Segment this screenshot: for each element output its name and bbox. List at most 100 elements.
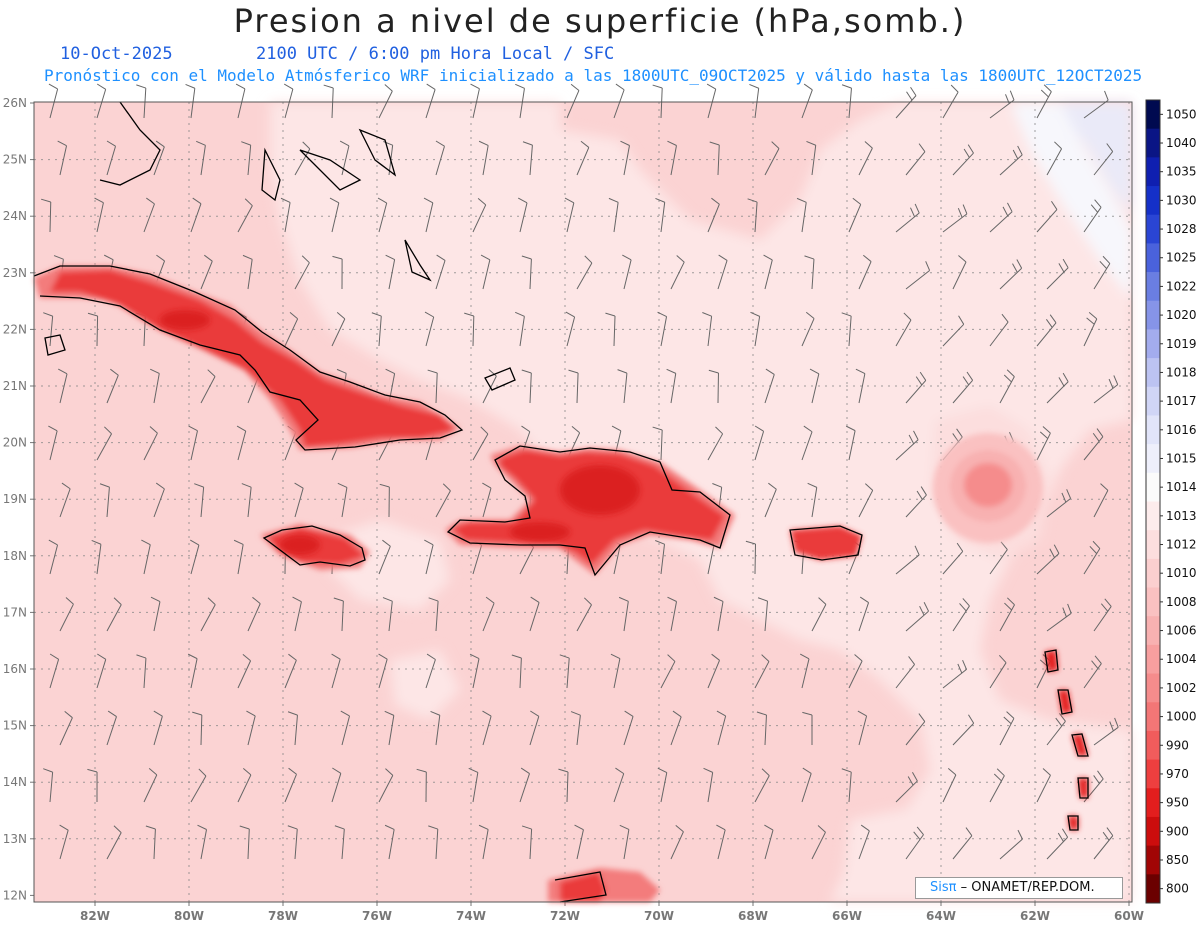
wind-barb [472, 204, 487, 233]
wind-barb-flag [336, 368, 347, 374]
wind-barb [707, 88, 717, 119]
wind-barb-flag [754, 425, 764, 432]
lon-label: 76W [362, 909, 392, 923]
wind-barb [519, 547, 535, 575]
colorbar-label: 1017 [1166, 394, 1197, 408]
wind-barb [247, 829, 250, 860]
wind-barb [341, 829, 345, 860]
wind-barb-flag [1094, 199, 1102, 208]
wind-barb-flag [292, 596, 302, 603]
wind-barb-flag [608, 197, 619, 203]
wind-barb [623, 829, 630, 860]
colorbar-label: 900 [1166, 824, 1189, 838]
wind-barb-flag [156, 254, 165, 262]
wind-barb-flag [1109, 721, 1114, 732]
wind-barb-flag [1058, 263, 1065, 273]
wind-barb-flag [424, 539, 434, 546]
colorbar-label: 990 [1166, 738, 1189, 752]
wind-barb-flag [190, 539, 200, 546]
colorbar-swatch [1146, 788, 1160, 818]
wind-barb [623, 601, 629, 632]
lon-label: 66W [832, 909, 862, 923]
wind-barb-flag [617, 369, 628, 374]
colorbar-swatch [1146, 472, 1160, 502]
colorbar-label: 1022 [1166, 279, 1197, 293]
wind-barb-flag [1092, 432, 1100, 442]
wind-barb [905, 494, 927, 518]
wind-barb-flag [1108, 378, 1114, 389]
wind-barb-flag [852, 197, 862, 205]
wind-barb-flag [914, 203, 920, 214]
wind-barb [764, 374, 775, 404]
wind-barb-flag [1045, 319, 1053, 328]
wind-barb-flag [65, 597, 74, 605]
wind-barb-flag [968, 714, 975, 724]
wind-barb-flag [1042, 426, 1051, 434]
wind-barb [660, 661, 676, 689]
lat-label: 20N [3, 436, 27, 450]
colorbar-label: 1025 [1166, 251, 1197, 265]
wind-barb-flag [657, 311, 667, 317]
wind-barb-flag [198, 768, 207, 777]
wind-barb [623, 259, 632, 290]
wind-barb [294, 148, 311, 176]
colorbar-label: 1050 [1166, 107, 1197, 121]
lat-label: 12N [3, 888, 27, 902]
wind-barb [200, 487, 205, 518]
wind-barb [999, 604, 1015, 632]
wind-barb [106, 375, 119, 404]
wind-barb [49, 772, 54, 803]
wind-barb-flag [667, 654, 676, 662]
wind-barb [764, 601, 768, 632]
wind-barb-flag [204, 254, 213, 262]
wind-barb-flag [908, 656, 915, 665]
lon-label: 70W [644, 909, 674, 923]
wind-barb [59, 488, 71, 518]
wind-barb-flag [332, 767, 342, 774]
wind-barb [294, 715, 298, 746]
wind-barb-flag [619, 824, 630, 830]
wind-barb [472, 545, 483, 575]
wind-barb [143, 203, 155, 233]
wind-barb [200, 376, 216, 404]
wind-barb [764, 148, 780, 176]
credit-box: Sisπ – ONAMET/REP.DOM. [915, 877, 1123, 899]
wind-barb [153, 373, 160, 404]
lon-label: 72W [550, 909, 580, 923]
wind-barb [96, 315, 99, 347]
wind-barb [952, 152, 974, 176]
wind-barb-flag [337, 482, 348, 488]
wind-barb-flag [764, 824, 774, 831]
wind-barb [660, 430, 663, 461]
wind-barb-flag [430, 710, 440, 716]
wind-barb [482, 375, 497, 404]
wind-barb-flag [841, 768, 852, 773]
wind-barb [801, 658, 810, 689]
wind-barb-flag [956, 428, 963, 438]
wind-barb [858, 490, 874, 518]
wind-barb [811, 259, 815, 290]
latitude-labels: 26N 25N 24N 23N 22N 21N 20N 19N 18N 17N 16N 15N 14N 1… [3, 96, 27, 902]
colorbar-swatch [1146, 100, 1160, 130]
wind-barb [848, 88, 852, 119]
wind-barb [858, 715, 868, 746]
wind-barb-flag [1102, 831, 1110, 841]
wind-barb [1093, 384, 1119, 404]
wind-barb-flag [136, 84, 146, 89]
colorbar-swatch [1146, 644, 1160, 675]
colorbar-swatch [1146, 816, 1160, 847]
wind-barb-flag [711, 197, 720, 205]
low-pressure-center [933, 433, 1043, 543]
wind-barb [858, 830, 870, 860]
wind-barb-flag [676, 255, 685, 263]
wind-barb-flag [57, 140, 67, 147]
wind-barb [237, 88, 246, 119]
wind-barb-flag [87, 312, 98, 317]
wind-barb-flag [468, 767, 479, 773]
wind-barb-flag [802, 711, 813, 716]
wind-barb [284, 88, 294, 119]
wind-barb-flag [1067, 603, 1072, 614]
wind-barb [284, 318, 299, 347]
wind-barb [190, 544, 200, 575]
wind-barb-flag [515, 83, 525, 89]
